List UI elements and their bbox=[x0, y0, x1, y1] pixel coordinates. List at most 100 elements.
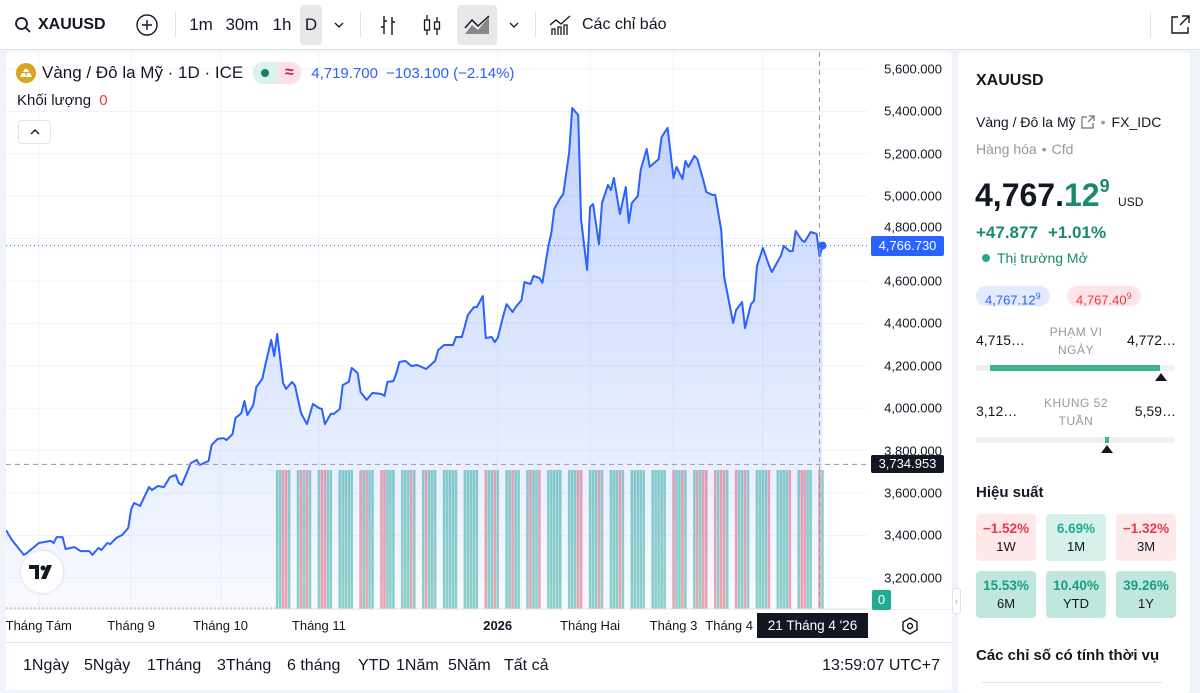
symbol-label: XAUUSD bbox=[38, 16, 106, 33]
day-range-bar bbox=[976, 365, 1175, 381]
range-button[interactable]: 1Năm bbox=[396, 657, 439, 674]
performance-value: −1.32% bbox=[1122, 521, 1170, 536]
interval-30m[interactable]: 30m bbox=[225, 15, 259, 34]
chevron-up-icon bbox=[30, 129, 39, 135]
range-button[interactable]: 5Năm bbox=[448, 657, 491, 674]
range-button[interactable]: 6 tháng bbox=[287, 657, 341, 674]
legend-change: −103.100 (−2.14%) bbox=[385, 64, 515, 82]
indicators-button[interactable]: Các chỉ báo bbox=[548, 10, 676, 40]
indicators-label: Các chỉ báo bbox=[582, 16, 667, 33]
range-button[interactable]: 1Tháng bbox=[147, 657, 202, 674]
current-price-label: 4,766.730 bbox=[871, 235, 944, 256]
instrument-name[interactable]: Vàng / Đô la Mỹ bbox=[976, 114, 1076, 130]
indicators-icon bbox=[549, 15, 571, 35]
symbol-search-button[interactable]: XAUUSD bbox=[14, 10, 109, 40]
interval-d[interactable]: D bbox=[300, 5, 322, 45]
chevron-down-icon bbox=[509, 22, 519, 28]
performance-period: 1W bbox=[996, 539, 1016, 554]
symbol-details-panel: XAUUSD Vàng / Đô la Mỹ • FX_IDC Hàng hóa… bbox=[958, 52, 1190, 693]
candles-chart-type-button[interactable] bbox=[418, 10, 446, 40]
interval-1h[interactable]: 1h bbox=[272, 15, 292, 34]
panel-price: 4,767.129 USD bbox=[975, 176, 1143, 214]
price-axis-tick: 4,000.000 bbox=[884, 400, 942, 416]
external-link-icon[interactable] bbox=[1081, 115, 1095, 129]
chart-type-dropdown[interactable] bbox=[503, 10, 525, 40]
bid-price-badge: 4,767.129 bbox=[976, 286, 1050, 307]
seasonals-title: Các chỉ số có tính thời vụ bbox=[976, 647, 1160, 664]
range-button[interactable]: 3Tháng bbox=[217, 657, 272, 674]
time-axis-tick: 2026 bbox=[483, 618, 513, 633]
exchange: FX_IDC bbox=[1111, 114, 1162, 130]
performance-period: YTD bbox=[1063, 596, 1089, 611]
price-axis-tick: 5,200.000 bbox=[884, 146, 942, 162]
performance-period: 6M bbox=[996, 596, 1016, 611]
performance-cell[interactable]: 6.69% 1M bbox=[1046, 514, 1106, 561]
tradingview-logo[interactable] bbox=[21, 551, 63, 593]
week52-marker-icon bbox=[1101, 445, 1114, 453]
price-axis-tick: 5,600.000 bbox=[884, 61, 942, 77]
performance-cell[interactable]: 10.40% YTD bbox=[1046, 571, 1106, 618]
time-axis-tick: Tháng 3 bbox=[649, 618, 698, 633]
week52-fill bbox=[1105, 437, 1110, 443]
time-axis-tick: Tháng 10 bbox=[193, 618, 249, 633]
last-price-dot bbox=[818, 241, 827, 250]
category: Hàng hóa bbox=[976, 141, 1037, 157]
price-axis-tick: 4,200.000 bbox=[884, 358, 942, 374]
ask-price-badge: 4,767.409 bbox=[1067, 286, 1141, 307]
price-fraction: 12 bbox=[1063, 177, 1100, 213]
panel-category: Hàng hóa • Cfd bbox=[976, 141, 1074, 157]
range-button[interactable]: YTD bbox=[358, 657, 390, 674]
performance-cell[interactable]: −1.52% 1W bbox=[976, 514, 1036, 561]
price-superscript: 9 bbox=[1099, 176, 1110, 196]
interval-dropdown[interactable] bbox=[328, 10, 350, 40]
performance-cell[interactable]: 39.26% 1Y bbox=[1116, 571, 1176, 618]
chart-panel[interactable]: 5,600.000 5,400.000 5,200.000 5,000.000 4,80… bbox=[6, 52, 952, 642]
instrument-type: Cfd bbox=[1051, 141, 1074, 157]
price-axis-tick: 4,800.000 bbox=[884, 219, 942, 235]
performance-period: 3M bbox=[1136, 539, 1156, 554]
interval-1m[interactable]: 1m bbox=[189, 15, 213, 34]
candles-icon bbox=[423, 15, 441, 35]
crosshair-date-label: 21 Tháng 4 '26 bbox=[757, 613, 868, 638]
range-button[interactable]: 1Ngày bbox=[23, 657, 70, 674]
compare-add-button[interactable] bbox=[133, 10, 161, 40]
price-axis-tick: 4,400.000 bbox=[884, 315, 942, 331]
tradingview-logo-icon bbox=[29, 565, 52, 579]
clock[interactable]: 13:59:07 UTC+7 bbox=[822, 657, 940, 674]
day-range-marker-icon bbox=[1155, 373, 1168, 381]
volume-label: Khối lượng bbox=[17, 92, 92, 109]
range-button[interactable]: 5Ngày bbox=[84, 657, 131, 674]
delayed-data-icon: ≈ bbox=[277, 62, 302, 84]
range-button[interactable]: Tất cả bbox=[504, 657, 549, 674]
area-chart-type-button[interactable] bbox=[457, 5, 497, 45]
seasonals-chart-stub bbox=[982, 677, 1162, 683]
legend-title: Vàng / Đô la Mỹ · 1D · ICE bbox=[42, 63, 244, 82]
price-axis-tick: 4,600.000 bbox=[884, 273, 942, 289]
performance-period: 1Y bbox=[1138, 596, 1154, 611]
bars-chart-type-button[interactable] bbox=[374, 10, 402, 40]
collapse-legend-button[interactable] bbox=[18, 120, 51, 144]
price-axis-tick: 3,200.000 bbox=[884, 570, 942, 586]
panel-toggle-button[interactable]: › bbox=[952, 588, 961, 614]
day-range-high: 4,772… bbox=[1126, 332, 1176, 348]
price-axis-tick: 3,600.000 bbox=[884, 485, 942, 501]
chevron-down-icon bbox=[334, 22, 344, 28]
market-status[interactable]: Thị trường Mở bbox=[982, 250, 1088, 266]
area-chart-icon bbox=[464, 15, 490, 34]
volume-value: 0 bbox=[99, 92, 108, 109]
price-chart[interactable] bbox=[6, 52, 952, 642]
volume-bar bbox=[821, 470, 824, 609]
market-status-pill[interactable]: ≈ bbox=[253, 62, 302, 84]
legend-last-price: 4,719.700 bbox=[311, 64, 378, 82]
chart-settings-button[interactable] bbox=[900, 616, 920, 636]
performance-cell[interactable]: −1.32% 3M bbox=[1116, 514, 1176, 561]
performance-title: Hiệu suất bbox=[976, 484, 1044, 501]
performance-value: 6.69% bbox=[1056, 521, 1096, 536]
top-toolbar: XAUUSD 1m 30m 1h D Các chỉ báo bbox=[0, 0, 1200, 50]
performance-value: −1.52% bbox=[982, 521, 1030, 536]
volume-axis-label: 0 bbox=[872, 590, 891, 610]
performance-cell[interactable]: 15.53% 6M bbox=[976, 571, 1036, 618]
panel-symbol: XAUUSD bbox=[976, 72, 1044, 89]
currency: USD bbox=[1118, 195, 1144, 209]
open-fullscreen-button[interactable] bbox=[1166, 10, 1194, 40]
